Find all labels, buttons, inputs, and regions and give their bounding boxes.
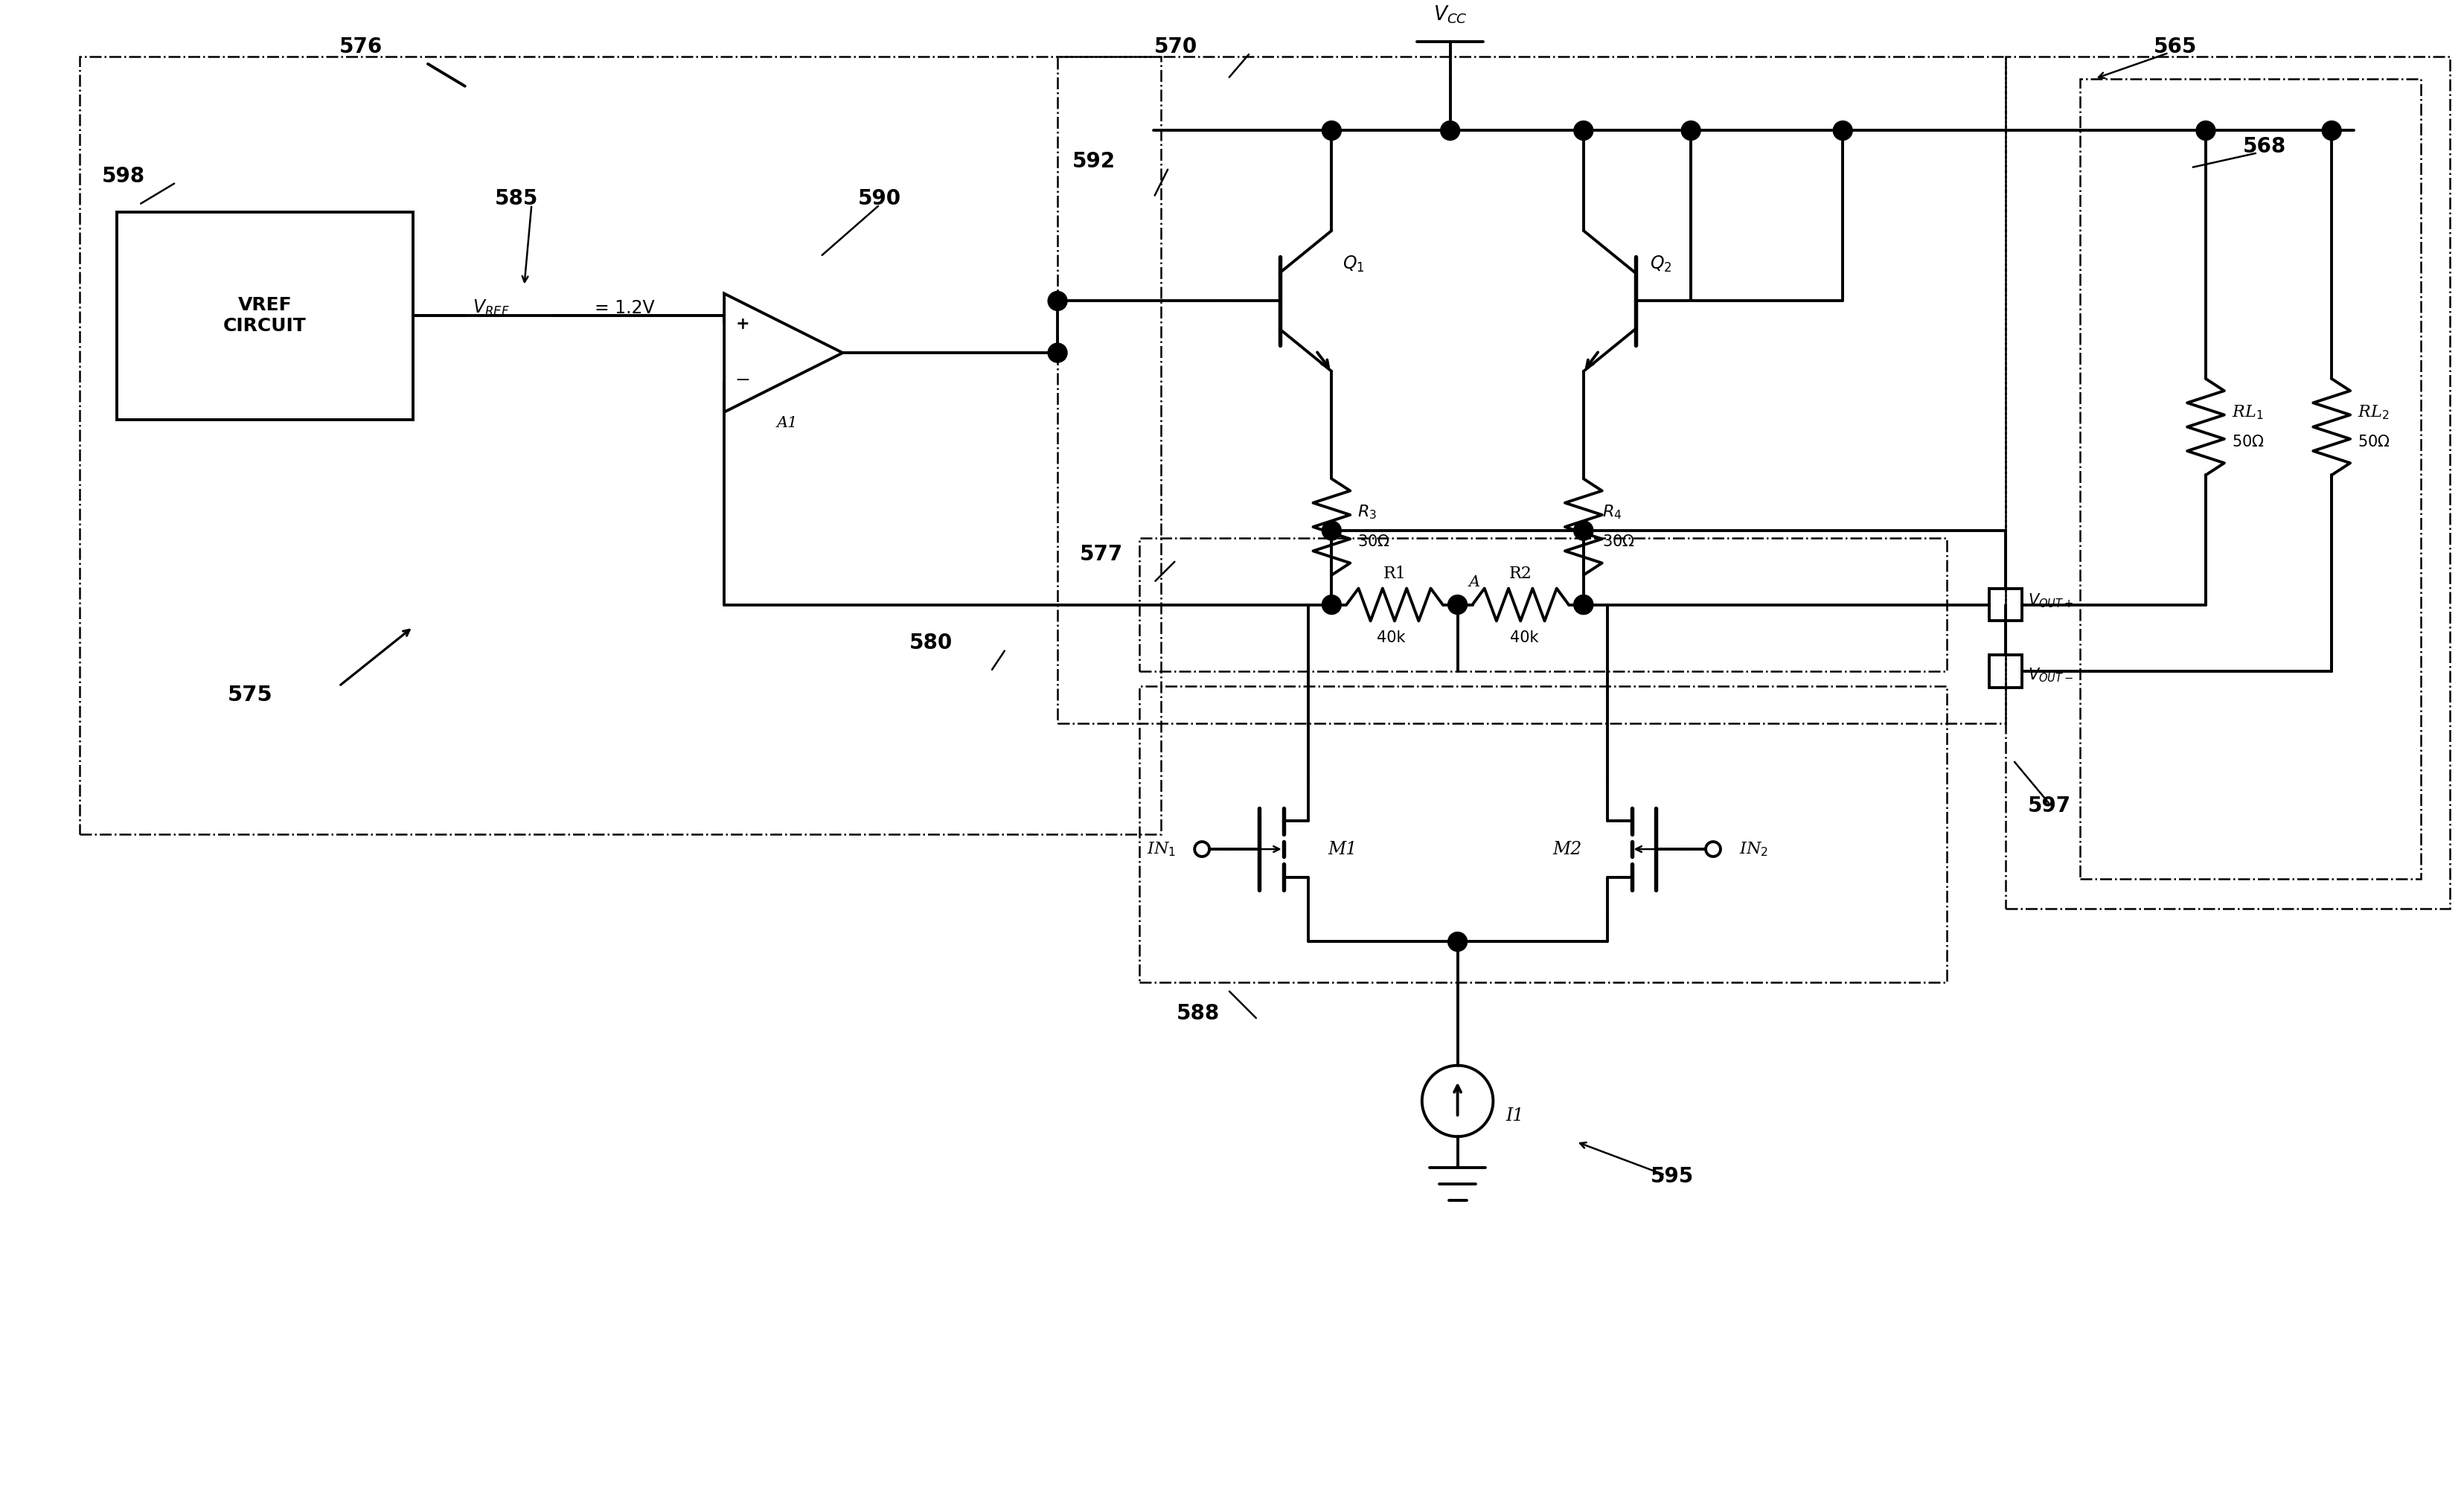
Text: = 1.2V: = 1.2V <box>594 299 655 317</box>
Circle shape <box>1574 122 1594 140</box>
Circle shape <box>1449 594 1466 614</box>
Text: 592: 592 <box>1072 152 1116 173</box>
Text: VREF
CIRCUIT: VREF CIRCUIT <box>224 297 306 335</box>
Text: RL$_1$: RL$_1$ <box>2232 404 2264 420</box>
Text: IN$_2$: IN$_2$ <box>1740 841 1769 859</box>
Bar <box>1057 57 2006 723</box>
Text: 50$\Omega$: 50$\Omega$ <box>2232 434 2264 449</box>
Text: R1: R1 <box>1382 566 1407 582</box>
Text: A: A <box>1469 575 1481 590</box>
Text: 40k: 40k <box>1377 630 1404 645</box>
Circle shape <box>1680 122 1700 140</box>
Text: −: − <box>734 372 752 390</box>
Circle shape <box>1574 521 1594 540</box>
Text: 595: 595 <box>1651 1166 1693 1187</box>
Text: $V_{REF}$: $V_{REF}$ <box>473 299 510 318</box>
Circle shape <box>1047 344 1067 362</box>
Bar <box>2006 57 2449 908</box>
Bar <box>2080 78 2420 878</box>
Text: $Q_1$: $Q_1$ <box>1343 254 1365 273</box>
Circle shape <box>1047 291 1067 311</box>
Circle shape <box>1574 594 1594 614</box>
Text: 570: 570 <box>1153 36 1198 57</box>
Text: 580: 580 <box>909 633 954 653</box>
Text: 50$\Omega$: 50$\Omega$ <box>2358 434 2390 449</box>
Text: IN$_1$: IN$_1$ <box>1146 841 1175 859</box>
Text: 597: 597 <box>2028 796 2072 817</box>
Circle shape <box>1833 122 1853 140</box>
Text: M1: M1 <box>1328 841 1358 857</box>
Bar <box>1988 588 2023 621</box>
Text: RL$_2$: RL$_2$ <box>2358 404 2390 420</box>
Circle shape <box>1449 932 1466 952</box>
Circle shape <box>1323 521 1340 540</box>
Bar <box>1138 686 1947 983</box>
Circle shape <box>1323 594 1340 614</box>
Text: 598: 598 <box>101 167 145 188</box>
Bar <box>79 57 1161 835</box>
Circle shape <box>1574 594 1594 614</box>
Circle shape <box>1441 122 1459 140</box>
Text: 585: 585 <box>495 188 537 209</box>
Text: 40k: 40k <box>1510 630 1538 645</box>
Text: +: + <box>737 317 749 333</box>
Text: 577: 577 <box>1079 543 1124 564</box>
Text: 30$\Omega$: 30$\Omega$ <box>1602 534 1634 549</box>
Text: 588: 588 <box>1175 1003 1220 1024</box>
Text: 568: 568 <box>2242 137 2287 158</box>
Circle shape <box>1574 521 1594 540</box>
Text: $V_{OUT+}$: $V_{OUT+}$ <box>2028 593 2072 609</box>
Text: A1: A1 <box>776 416 798 429</box>
Text: $R_4$: $R_4$ <box>1602 503 1621 521</box>
Text: 30$\Omega$: 30$\Omega$ <box>1358 534 1390 549</box>
Bar <box>1988 654 2023 687</box>
Text: 590: 590 <box>857 188 902 209</box>
Text: $Q_2$: $Q_2$ <box>1651 254 1673 273</box>
Text: M2: M2 <box>1552 841 1582 857</box>
Text: 575: 575 <box>227 684 274 705</box>
Text: R2: R2 <box>1508 566 1533 582</box>
Text: I1: I1 <box>1506 1108 1523 1124</box>
Text: 565: 565 <box>2154 36 2198 57</box>
Text: 576: 576 <box>340 36 382 57</box>
Circle shape <box>2321 122 2341 140</box>
Bar <box>1138 537 1947 671</box>
Circle shape <box>2195 122 2215 140</box>
Bar <box>116 212 414 419</box>
Circle shape <box>1323 122 1340 140</box>
Text: $R_3$: $R_3$ <box>1358 503 1377 521</box>
Text: $V_{CC}$: $V_{CC}$ <box>1434 5 1466 26</box>
Text: $V_{OUT-}$: $V_{OUT-}$ <box>2028 666 2072 684</box>
